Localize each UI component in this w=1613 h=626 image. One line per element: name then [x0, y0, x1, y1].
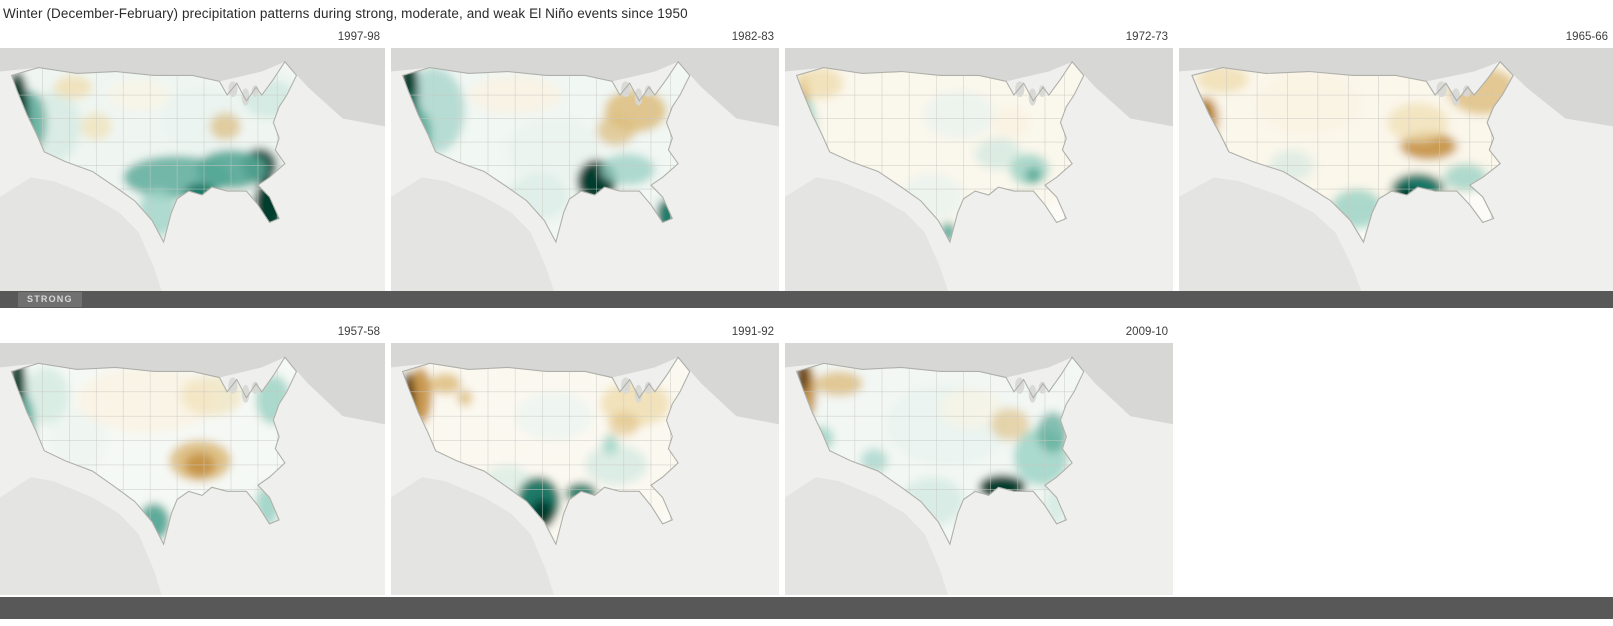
great-lake — [634, 88, 643, 106]
mexico-landmass — [785, 177, 948, 291]
us-precipitation-map — [0, 343, 385, 595]
panel-year-label: 1972-73 — [1125, 31, 1168, 43]
moderate-row-group: 1957-58 — [0, 325, 1613, 619]
canada-landmass — [0, 343, 385, 425]
great-lake — [634, 384, 643, 403]
moderate-panel-grid: 1957-58 — [0, 325, 1613, 595]
map-panel: 1972-73 — [785, 30, 1173, 291]
great-lake — [1028, 88, 1037, 106]
canada-landmass — [391, 343, 779, 425]
map-panel: 1997-98 — [0, 30, 385, 291]
map-panel: 1965-66 — [1179, 30, 1613, 291]
great-lake — [241, 88, 250, 106]
mexico-landmass — [1179, 177, 1362, 291]
panel-year-label: 1965-66 — [1565, 31, 1608, 43]
map-panel: 2009-10 — [785, 325, 1173, 595]
canada-landmass — [785, 48, 1173, 127]
strong-band-bar: STRONG — [0, 291, 1613, 308]
us-precipitation-map — [0, 48, 385, 291]
us-precipitation-map — [785, 343, 1173, 595]
great-lake — [1451, 88, 1461, 106]
us-precipitation-map — [391, 48, 779, 291]
strong-panel-grid: 1997-98 — [0, 30, 1613, 291]
map-panel: 1982-83 — [391, 30, 779, 291]
panel-year-label: 1991-92 — [731, 326, 774, 338]
panel-year-label: 1982-83 — [731, 31, 774, 43]
panel-year-label: 1957-58 — [337, 326, 380, 338]
map-panel: 1991-92 — [391, 325, 779, 595]
us-precipitation-map — [785, 48, 1173, 291]
page-title: Winter (December-February) precipitation… — [3, 6, 688, 21]
map-panel: 1957-58 — [0, 325, 385, 595]
panel-year-label: 2009-10 — [1125, 326, 1168, 338]
mexico-landmass — [785, 477, 948, 595]
us-precipitation-map — [391, 343, 779, 595]
canada-landmass — [1179, 48, 1613, 127]
panel-year-label: 1997-98 — [337, 31, 380, 43]
mexico-landmass — [0, 177, 162, 291]
mexico-landmass — [0, 477, 162, 595]
canada-landmass — [0, 48, 385, 127]
strong-row-group: 1997-98 — [0, 30, 1613, 308]
mexico-landmass — [391, 477, 554, 595]
canada-landmass — [785, 343, 1173, 425]
great-lake — [1028, 384, 1037, 403]
strong-band-label: STRONG — [18, 292, 82, 307]
bottom-band-bar — [0, 597, 1613, 619]
mexico-landmass — [391, 177, 554, 291]
great-lake — [241, 384, 250, 403]
us-precipitation-map — [1179, 48, 1613, 291]
canada-landmass — [391, 48, 779, 127]
